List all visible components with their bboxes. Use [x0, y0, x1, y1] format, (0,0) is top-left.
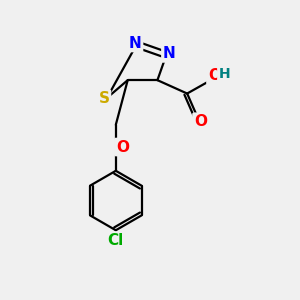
Text: N: N: [163, 46, 176, 61]
Text: O: O: [194, 114, 207, 129]
Text: O: O: [208, 68, 221, 83]
Text: S: S: [98, 91, 110, 106]
Text: Cl: Cl: [108, 233, 124, 248]
Text: N: N: [129, 35, 142, 50]
Text: H: H: [218, 67, 230, 81]
Text: O: O: [116, 140, 129, 154]
